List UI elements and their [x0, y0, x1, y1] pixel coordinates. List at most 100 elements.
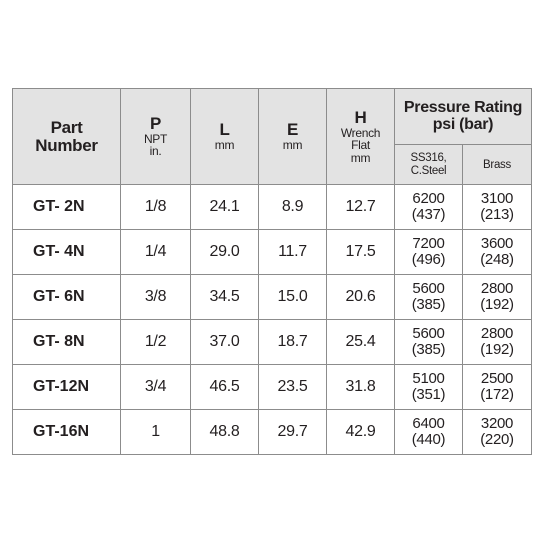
ss316-pressure-cell: 5600 (385) — [394, 274, 463, 320]
h-cell: 25.4 — [326, 319, 395, 365]
header-h-wrench: Wrench — [340, 125, 381, 140]
part-number-cell: GT-16N — [12, 409, 121, 455]
brass-bar: (213) — [480, 206, 514, 223]
header-l: L mm — [190, 88, 259, 185]
brass-psi: 2800 — [480, 325, 514, 343]
header-l-label: L — [219, 120, 230, 140]
ss316-pressure-cell: 6200 (437) — [394, 184, 463, 230]
l-cell: 24.1 — [190, 184, 259, 230]
ss316-psi: 6400 — [412, 415, 445, 433]
e-cell: 18.7 — [258, 319, 327, 365]
h-cell: 31.8 — [326, 364, 395, 410]
l-cell: 48.8 — [190, 409, 259, 455]
ss316-bar: (437) — [411, 206, 446, 223]
part-number-cell: GT-12N — [12, 364, 121, 410]
e-cell: 8.9 — [258, 184, 327, 230]
header-pressure-line2: psi (bar) — [432, 115, 494, 133]
brass-pressure-cell: 3200 (220) — [462, 409, 532, 455]
header-ss316-line2: C.Steel — [410, 164, 447, 177]
header-p-label: P — [149, 113, 162, 133]
header-p: P NPT in. — [120, 88, 191, 185]
brass-pressure-cell: 2800 (192) — [462, 319, 532, 365]
brass-psi: 3100 — [480, 190, 514, 208]
header-h-flat: Flat — [351, 138, 370, 153]
brass-psi: 2800 — [480, 280, 514, 298]
header-part-line1: Part — [50, 117, 83, 137]
part-number-cell: GT- 6N — [12, 274, 121, 320]
table-row: GT-12N 3/4 46.5 23.5 31.8 5100 (351) 2500 (172) — [12, 364, 532, 410]
h-cell: 12.7 — [326, 184, 395, 230]
brass-psi: 2500 — [480, 370, 514, 388]
brass-pressure-cell: 2800 (192) — [462, 274, 532, 320]
h-cell: 42.9 — [326, 409, 395, 455]
header-brass-label: Brass — [483, 159, 511, 172]
part-number-cell: GT- 8N — [12, 319, 121, 365]
brass-bar: (192) — [480, 341, 514, 358]
table-row: GT- 4N 1/4 29.0 11.7 17.5 7200 (496) 3600 (248) — [12, 229, 532, 275]
header-ss316: SS316, C.Steel — [394, 144, 463, 185]
header-part-number: Part Number — [12, 88, 121, 185]
brass-pressure-cell: 3600 (248) — [462, 229, 532, 275]
brass-bar: (248) — [480, 251, 514, 268]
header-l-unit: mm — [214, 138, 235, 153]
ss316-psi: 5600 — [412, 325, 445, 343]
header-e: E mm — [258, 88, 327, 185]
table-row: GT- 6N 3/8 34.5 15.0 20.6 5600 (385) 2800 (192) — [12, 274, 532, 320]
header-h-unit: mm — [350, 150, 371, 165]
e-cell: 29.7 — [258, 409, 327, 455]
ss316-bar: (385) — [411, 341, 446, 358]
part-number-cell: GT- 2N — [12, 184, 121, 230]
table-row: GT- 2N 1/8 24.1 8.9 12.7 6200 (437) 3100 (213) — [12, 184, 532, 230]
l-cell: 34.5 — [190, 274, 259, 320]
header-part-line2: Number — [35, 135, 98, 155]
brass-pressure-cell: 3100 (213) — [462, 184, 532, 230]
ss316-psi: 7200 — [412, 235, 445, 253]
e-cell: 11.7 — [258, 229, 327, 275]
ss316-pressure-cell: 7200 (496) — [394, 229, 463, 275]
l-cell: 46.5 — [190, 364, 259, 410]
ss316-psi: 5100 — [412, 370, 445, 388]
brass-bar: (172) — [480, 386, 514, 403]
ss316-bar: (440) — [411, 431, 446, 448]
header-h: H Wrench Flat mm — [326, 88, 395, 185]
l-cell: 37.0 — [190, 319, 259, 365]
header-p-unit: in. — [149, 144, 162, 159]
p-cell: 1/4 — [120, 229, 191, 275]
header-p-npt: NPT — [143, 131, 168, 146]
table-row: GT- 8N 1/2 37.0 18.7 25.4 5600 (385) 2800 (192) — [12, 319, 532, 365]
p-cell: 1 — [120, 409, 191, 455]
ss316-bar: (385) — [411, 296, 446, 313]
e-cell: 15.0 — [258, 274, 327, 320]
header-row: Part Number P NPT in. L mm E mm H Wrench… — [12, 88, 532, 185]
header-e-unit: mm — [282, 138, 303, 153]
p-cell: 1/8 — [120, 184, 191, 230]
ss316-pressure-cell: 5600 (385) — [394, 319, 463, 365]
ss316-psi: 6200 — [412, 190, 445, 208]
e-cell: 23.5 — [258, 364, 327, 410]
p-cell: 3/8 — [120, 274, 191, 320]
ss316-pressure-cell: 6400 (440) — [394, 409, 463, 455]
p-cell: 3/4 — [120, 364, 191, 410]
header-h-label: H — [354, 107, 367, 127]
header-brass: Brass — [462, 144, 532, 185]
ss316-pressure-cell: 5100 (351) — [394, 364, 463, 410]
table-row: GT-16N 1 48.8 29.7 42.9 6400 (440) 3200 (220) — [12, 409, 532, 455]
brass-psi: 3200 — [480, 415, 514, 433]
spec-table: Part Number P NPT in. L mm E mm H Wrench… — [12, 88, 532, 455]
p-cell: 1/2 — [120, 319, 191, 365]
header-pressure-rating: Pressure Rating psi (bar) — [394, 88, 532, 145]
h-cell: 20.6 — [326, 274, 395, 320]
ss316-bar: (496) — [411, 251, 446, 268]
h-cell: 17.5 — [326, 229, 395, 275]
subheader-row: SS316, C.Steel Brass — [13, 144, 532, 185]
header-ss316-line1: SS316, — [410, 152, 447, 165]
brass-pressure-cell: 2500 (172) — [462, 364, 532, 410]
brass-bar: (192) — [480, 296, 514, 313]
ss316-bar: (351) — [411, 386, 446, 403]
l-cell: 29.0 — [190, 229, 259, 275]
part-number-cell: GT- 4N — [12, 229, 121, 275]
brass-bar: (220) — [480, 431, 514, 448]
header-e-label: E — [286, 120, 299, 140]
brass-psi: 3600 — [480, 235, 514, 253]
ss316-psi: 5600 — [412, 280, 445, 298]
